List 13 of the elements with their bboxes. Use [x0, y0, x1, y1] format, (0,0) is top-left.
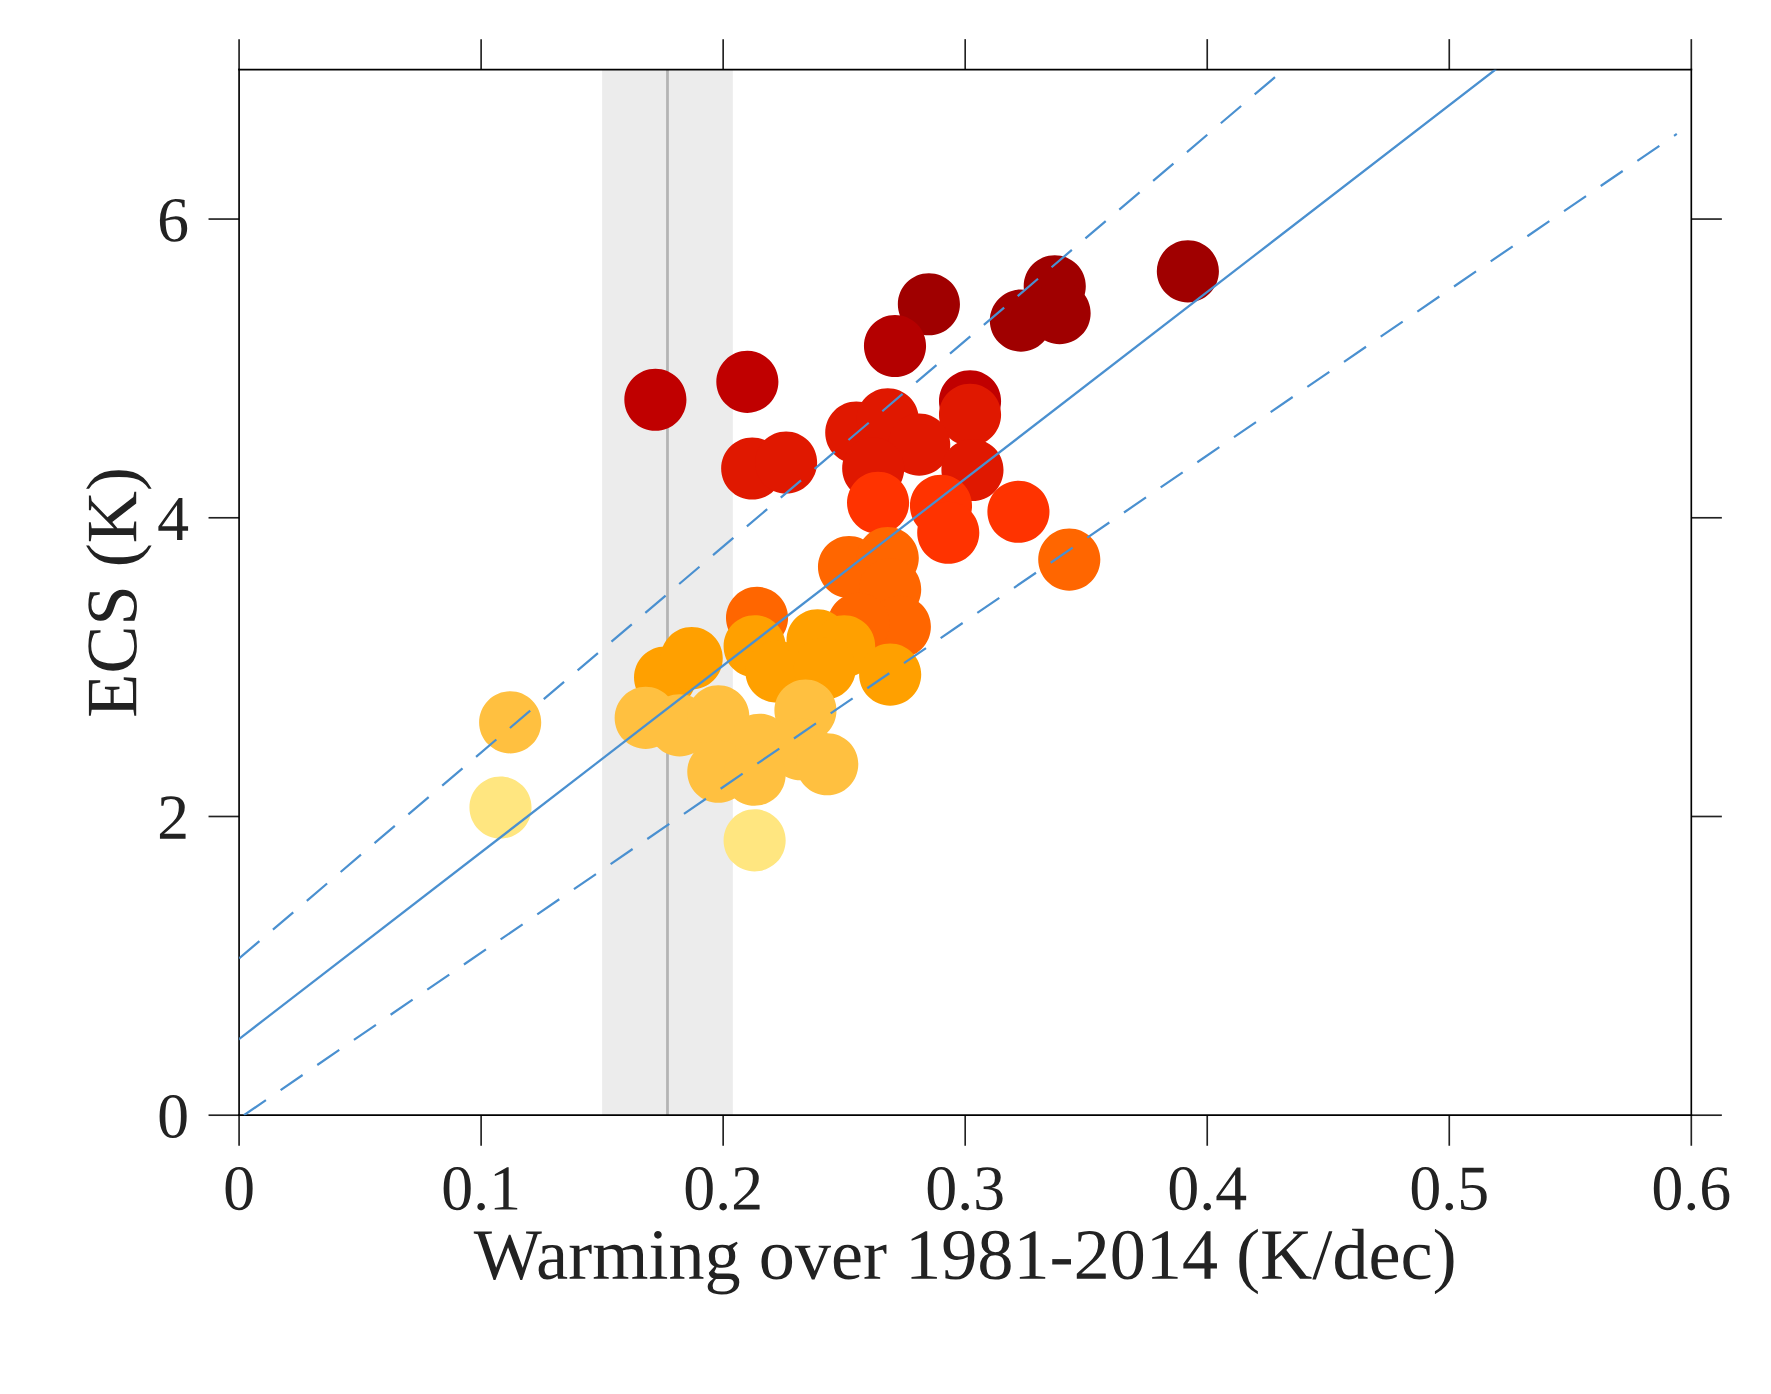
- y-tick-label: 6: [159, 198, 188, 242]
- x-tick-label: 0.1: [443, 1167, 518, 1211]
- y-axis-title: ECS (K): [86, 470, 152, 716]
- x-tick-label: 0.5: [1411, 1167, 1487, 1211]
- x-axis-title: Warming over 1981-2014 (K/dec): [473, 1228, 1454, 1295]
- y-tick-label: 2: [159, 796, 186, 839]
- x-tick-label: 0: [225, 1167, 253, 1211]
- x-tick-label: 0.2: [685, 1167, 760, 1211]
- y-tick-label: 0: [159, 1094, 187, 1138]
- x-tick-label: 0.3: [927, 1167, 1003, 1211]
- y-tick-label: 4: [158, 497, 189, 540]
- x-tick-label: 0.4: [1169, 1167, 1247, 1211]
- x-tick-label: 0.6: [1653, 1167, 1730, 1211]
